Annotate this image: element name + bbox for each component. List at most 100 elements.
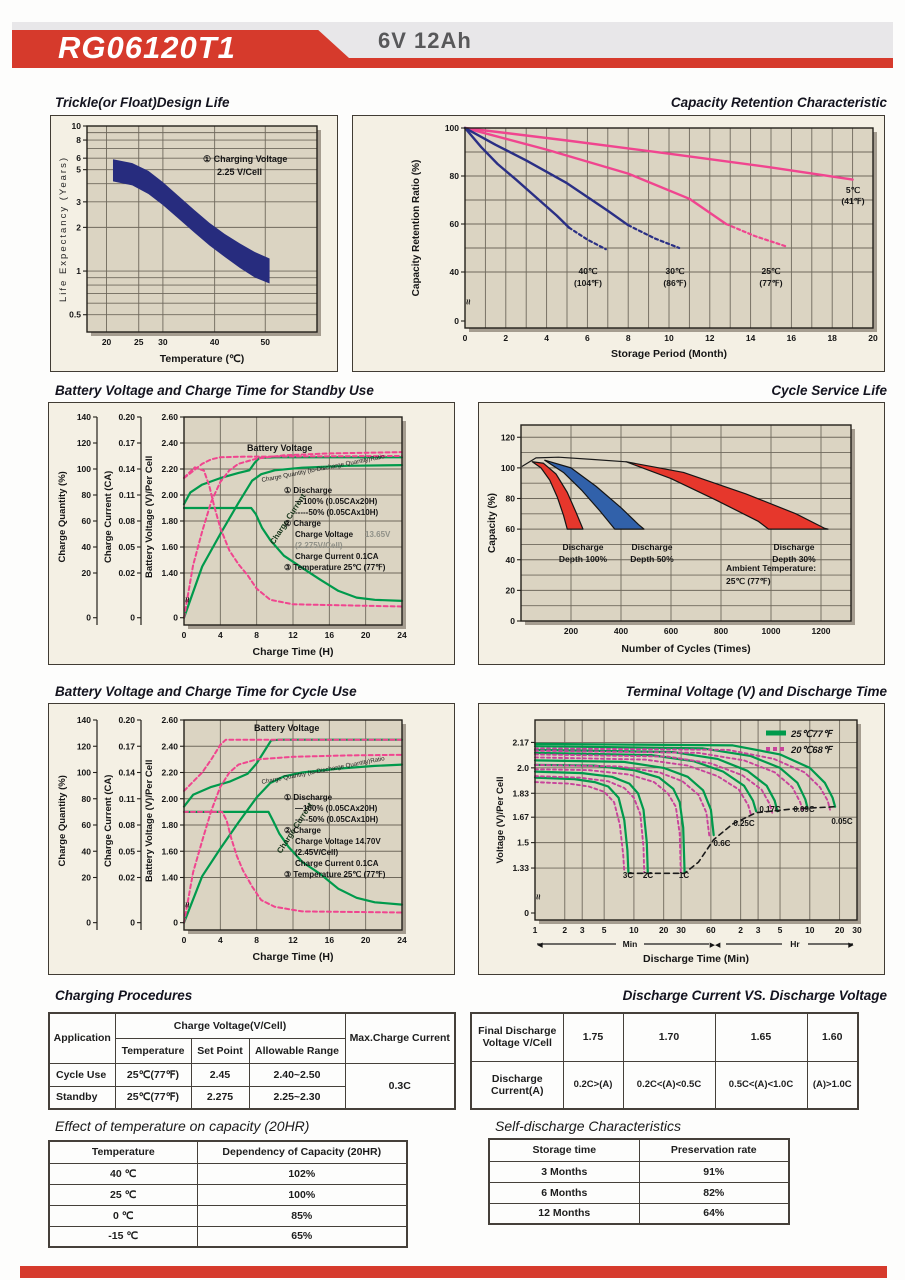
chart-element: Charge Quantity (%) — [57, 775, 68, 866]
cycle-use-charge-chart: 0 4 8 12 16 20 24 Charge Time (H) 140 120 100 80 60 4… — [57, 715, 407, 963]
chart-element: 40 — [450, 267, 460, 277]
cell-dependency: 85% — [196, 1204, 408, 1227]
chart-element: 120 — [501, 432, 515, 442]
series-20C-0.6C — [534, 763, 711, 838]
model-number: RG06120T1 — [58, 30, 236, 65]
chart-element: 80 — [82, 794, 92, 804]
cell-dependency: 100% — [196, 1183, 408, 1206]
row-header-final-discharge-voltage: Final Discharge Voltage V/Cell — [470, 1012, 564, 1062]
chart-element: 8 — [76, 135, 81, 145]
chart-element: Life Expectancy (Years) — [58, 156, 69, 302]
chart-element: 0 — [173, 918, 178, 928]
chart-element — [464, 127, 874, 329]
chart-element: 0 — [173, 613, 178, 623]
chart-element: 2.20 — [161, 768, 178, 778]
chart-element: Charge Current (CA) — [103, 775, 114, 867]
chart-element: 40 — [210, 337, 220, 347]
chart-element: 100 — [77, 768, 91, 778]
chart-element: 14 — [746, 333, 756, 343]
table-row: 25 ℃ 100% — [48, 1183, 408, 1206]
chart-element: ≈ — [462, 299, 473, 305]
chart-element: 2.25 V/Cell — [217, 167, 262, 177]
chart-element: 12 — [288, 630, 298, 640]
chart-element: 0 — [86, 918, 91, 928]
design-life-chart: 20 25 30 40 50 Temperature (℃) 10 8 6 5 3 2 1 0.5 ① Ch… — [58, 121, 321, 365]
col-header-charge-voltage: Charge Voltage(V/Cell) — [114, 1012, 346, 1039]
chart-element: 60 — [82, 516, 92, 526]
chart-element: Ambient Temperature: — [726, 563, 816, 573]
chart-element: 600 — [664, 626, 678, 636]
chart-element: -----50% (0.05CAx10H) — [295, 815, 378, 824]
chart-element: 1000 — [762, 626, 781, 636]
self-discharge-table: Storage time Preservation rate 3 Months 9… — [488, 1138, 790, 1225]
chart-element: 0.20 — [118, 715, 135, 725]
chart-element: 5 — [778, 925, 783, 935]
chart-element: 0.5 — [69, 310, 81, 320]
panel-terminal-voltage: 1 2 3 5 10 20 30 60 2 3 5 10 20 30 Discharge Time (Min… — [478, 703, 885, 975]
chart-element: (41℉) — [841, 196, 864, 206]
chart-element: 10 — [72, 121, 82, 131]
chart-element: 0 — [182, 935, 187, 945]
chart-element: 12 — [705, 333, 715, 343]
cell-application: Cycle Use — [48, 1062, 116, 1087]
chart-element: 0 — [130, 918, 135, 928]
chart-element: Charge Current 0.1CA — [295, 859, 379, 868]
section-title-design-life: Trickle(or Float)Design Life — [55, 95, 230, 110]
chart-element: 6 — [585, 333, 590, 343]
chart-element: 2 — [503, 333, 508, 343]
chart-element: 3 — [756, 925, 761, 935]
chart-element: 1.80 — [161, 516, 178, 526]
table-row: Discharge Current(A) 0.2C>(A) 0.2C<(A)<0.… — [470, 1060, 859, 1110]
chart-element: 40 — [506, 555, 516, 565]
col-header-allowable-range: Allowable Range — [248, 1037, 346, 1064]
chart-element: 1.60 — [161, 542, 178, 552]
header-red-strip — [12, 58, 893, 68]
chart-element: —100% (0.05CAx20H) — [295, 804, 378, 813]
chart-element: 20 — [659, 925, 669, 935]
chart-element: 120 — [77, 741, 91, 751]
chart-element: 80 — [82, 490, 92, 500]
chart-element: 10 — [805, 925, 815, 935]
cell-set-point: 2.275 — [190, 1085, 250, 1110]
chart-element: 16 — [787, 333, 797, 343]
chart-element: 0 — [463, 333, 468, 343]
series-charge-current-50 — [183, 466, 403, 608]
chart-element — [534, 719, 858, 921]
chart-element: 2 — [738, 925, 743, 935]
chart-element: 5 — [602, 925, 607, 935]
chart-element: Temperature (℃) — [160, 353, 245, 365]
table-row: -15 ℃ 65% — [48, 1225, 408, 1248]
chart-element: 0.17C — [759, 805, 781, 814]
standby-charge-chart: 0 4 8 12 16 20 24 Charge Time (H) 140 120 100 80 60 4… — [57, 412, 407, 658]
cell-current-range: 0.2C<(A)<0.5C — [622, 1060, 716, 1110]
cell-current-range: 0.5C<(A)<1.0C — [714, 1060, 808, 1110]
cell-temperature: 40 ℃ — [48, 1162, 198, 1185]
col-header-max-charge-current: Max.Charge Current — [344, 1012, 456, 1064]
chart-element: 2.40 — [161, 741, 178, 751]
chart-element: 2.00 — [161, 490, 178, 500]
chart-element: 2.60 — [161, 715, 178, 725]
chart-element: 12 — [288, 935, 298, 945]
section-title-temp-capacity: Effect of temperature on capacity (20HR) — [55, 1118, 310, 1134]
header-red-ribbon — [12, 30, 360, 68]
chart-element: 0.08 — [118, 516, 135, 526]
label-line: Current(A) — [491, 1084, 544, 1097]
series-20C-0.17C — [534, 753, 774, 814]
chart-element: 1.33 — [512, 863, 529, 873]
col-header-application: Application — [48, 1012, 116, 1064]
discharge-cv-table-wrap: Final Discharge Voltage V/Cell 1.75 1.70 … — [470, 1012, 859, 1110]
label-line: Voltage V/Cell — [482, 1037, 552, 1050]
chart-element: ▶◀ — [710, 942, 721, 949]
chart-element: Voltage (V)/Per Cell — [495, 777, 506, 864]
chart-element: (2.45V/Cell) — [295, 848, 338, 857]
chart-element: 120 — [77, 438, 91, 448]
charging-procedures-table-wrap: Application Charge Voltage(V/Cell) Max.C… — [48, 1012, 456, 1110]
chart-element: Discharge Time (Min) — [643, 953, 749, 965]
series-5C storage — [463, 126, 854, 181]
chart-element: —100% (0.05CAx20H) — [295, 497, 378, 506]
cell-temperature: 25 ℃ — [48, 1183, 198, 1206]
chart-element: Discharge — [562, 542, 603, 552]
cell-dependency: 65% — [196, 1225, 408, 1248]
series-25C-0.05C — [533, 742, 837, 808]
chart-element: ▶ — [848, 942, 854, 949]
